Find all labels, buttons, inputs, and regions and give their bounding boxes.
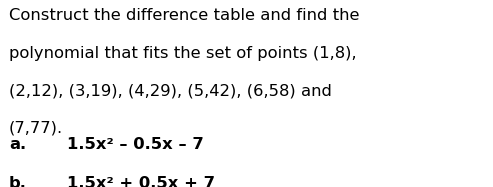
Text: Construct the difference table and find the: Construct the difference table and find … <box>9 8 359 23</box>
Text: b.: b. <box>9 176 27 187</box>
Text: polynomial that fits the set of points (1,8),: polynomial that fits the set of points (… <box>9 46 356 61</box>
Text: (7,77).: (7,77). <box>9 121 63 136</box>
Text: 1.5x² + 0.5x + 7: 1.5x² + 0.5x + 7 <box>67 176 214 187</box>
Text: (2,12), (3,19), (4,29), (5,42), (6,58) and: (2,12), (3,19), (4,29), (5,42), (6,58) a… <box>9 83 332 98</box>
Text: 1.5x² – 0.5x – 7: 1.5x² – 0.5x – 7 <box>67 137 203 152</box>
Text: a.: a. <box>9 137 26 152</box>
